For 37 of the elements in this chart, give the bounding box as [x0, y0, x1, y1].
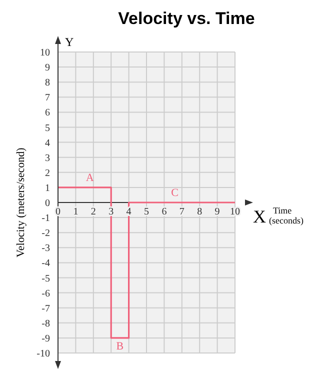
- x-tick-label: 5: [144, 206, 149, 218]
- y-tick-label: 7: [45, 92, 50, 104]
- text: X: [253, 206, 266, 226]
- annotation: C: [171, 187, 178, 200]
- y-tick-label: -2: [42, 228, 50, 240]
- x-tick-label: 7: [179, 206, 184, 218]
- annotation: B: [116, 340, 124, 352]
- x-tick-label: 6: [162, 206, 167, 218]
- x-tick-label: 2: [90, 206, 96, 218]
- y-tick-label: 1: [45, 182, 50, 194]
- x-tick-label: 1: [73, 206, 78, 218]
- y-axis-title: Velocity (meters/second): [15, 147, 27, 258]
- y-tick-label: 0: [45, 198, 50, 210]
- y-tick-label: 8: [45, 78, 50, 89]
- y-tick-label: 10: [40, 48, 50, 59]
- y-tick-label: -3: [42, 243, 50, 254]
- y-tick-label: 9: [45, 62, 50, 74]
- text: Y: [65, 35, 74, 49]
- chart-title: Velocity vs. Time: [117, 8, 256, 30]
- y-tick-label: 2: [45, 168, 50, 179]
- x-tick-label: 8: [197, 206, 202, 218]
- y-tick-label: -10: [36, 348, 50, 360]
- x-tick-label: 9: [214, 206, 220, 218]
- y-tick-label: -4: [42, 258, 50, 270]
- y-tick-label: -8: [42, 318, 50, 330]
- x-axis-title: Time (seconds): [269, 206, 304, 226]
- annotation: A: [86, 172, 94, 184]
- y-tick-label: -5: [42, 273, 50, 284]
- y-tick-label: 6: [45, 108, 50, 119]
- y-tick-label: 4: [45, 138, 50, 149]
- y-tick-label: 5: [45, 122, 50, 134]
- y-tick-label: -1: [42, 213, 50, 224]
- x-tick-label: 10: [230, 206, 240, 218]
- y-tick-label: -9: [42, 333, 50, 344]
- y-tick-label: 3: [45, 152, 50, 164]
- y-tick-label: -7: [42, 303, 50, 314]
- y-tick-label: -6: [42, 288, 50, 300]
